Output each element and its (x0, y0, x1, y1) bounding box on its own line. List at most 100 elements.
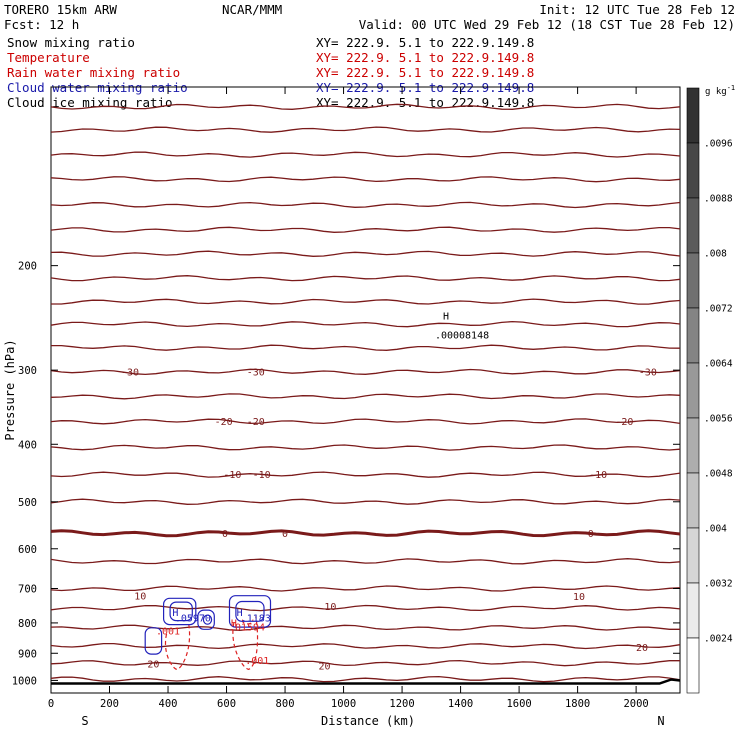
colorbar-bin-0 (686, 87, 700, 144)
annotation-2: H (172, 608, 178, 619)
colorbar-bin-1 (686, 142, 700, 199)
colorbar-bin-8 (686, 527, 700, 584)
temperature-contours (50, 103, 681, 683)
temperature-contour-5 (50, 226, 681, 233)
cloud-contour-4 (202, 614, 213, 625)
annotation-0: H (443, 311, 449, 322)
y-tick-label-3: 500 (18, 497, 37, 509)
temperature-contour-20 (50, 604, 681, 612)
colorbar-tick-label-6: .0048 (704, 469, 733, 480)
rain-contour-1 (232, 616, 259, 670)
temperature-contour-3 (50, 176, 681, 183)
x-axis-right-end: N (657, 714, 664, 728)
plot-frame (50, 86, 681, 694)
y-tick-label-6: 800 (18, 618, 37, 630)
colorbar-bin-5 (686, 362, 700, 419)
temperature-label-7: -10 (253, 470, 271, 481)
x-axis-label: Distance (km) (321, 714, 415, 728)
temperature-contour-22 (50, 642, 681, 650)
colorbar-tick-label-9: .0024 (704, 634, 733, 645)
temperature-contour-24 (50, 675, 681, 683)
cloud-contour-1 (163, 597, 197, 626)
terrain (51, 678, 681, 685)
colorbar-tick-label-7: .004 (704, 524, 727, 535)
annotation-8: .001 (156, 626, 180, 637)
temperature-contour-23 (50, 659, 680, 667)
temperature-contour-4 (50, 201, 681, 209)
header-valid: Valid: 00 UTC Wed 29 Feb 12 (18 CST Tue … (359, 17, 735, 32)
temperature-label-4: -20 (247, 417, 265, 428)
temperature-label-14: 10 (573, 592, 585, 603)
colorbar-bin-2 (686, 197, 700, 254)
temperature-contour-11 (50, 368, 681, 376)
temperature-label-9: 0 (222, 529, 228, 540)
x-tick-label-7: 1400 (448, 698, 473, 710)
temperature-contour-15 (50, 471, 681, 478)
x-tick-label-8: 1600 (506, 698, 531, 710)
rain-contour-0 (164, 622, 191, 670)
colorbar-tick-label-1: .0088 (704, 194, 733, 205)
temperature-contour-7 (50, 275, 681, 282)
header-model: TORERO 15km ARW (4, 2, 117, 17)
legend-name-4: Cloud ice mixing ratio (7, 95, 173, 110)
temperature-label-17: 20 (319, 661, 331, 672)
annotation-9: .001 (245, 656, 269, 667)
annotation-4: H (237, 608, 243, 619)
x-tick-label-10: 2000 (623, 698, 648, 710)
temperature-contour-2 (50, 151, 681, 158)
temperature-label-13: 10 (324, 602, 336, 613)
colorbar-bin-10 (686, 637, 700, 694)
temperature-contour-14 (50, 444, 681, 451)
temperature-label-0: -30 (121, 367, 139, 378)
colorbar-tick-label-5: .0056 (704, 414, 733, 425)
cloud-contour-2 (169, 601, 193, 622)
header-init: Init: 12 UTC Tue 28 Feb 12 (539, 2, 735, 17)
cloud-contour-5 (228, 595, 272, 628)
x-tick-label-1: 200 (100, 698, 119, 710)
colorbar-units: g kg-1 (705, 84, 735, 97)
temperature-label-3: -20 (215, 417, 233, 428)
temperature-contour-12 (50, 393, 681, 400)
temperature-contour-1 (50, 126, 681, 133)
cloud-contour-0 (144, 627, 163, 655)
temperature-contour-13 (50, 418, 681, 425)
temperature-contour-18 (50, 558, 681, 565)
annotation-5: .1183 (241, 614, 271, 625)
temperature-label-15: 20 (636, 643, 648, 654)
temperature-contour-10 (51, 344, 681, 351)
y-tick-label-2: 400 (18, 439, 37, 451)
x-tick-label-5: 1000 (331, 698, 356, 710)
x-tick-label-9: 1800 (565, 698, 590, 710)
colorbar-tick-label-4: .0064 (704, 359, 733, 370)
temperature-label-12: 10 (134, 591, 146, 602)
temperature-label-10: 0 (282, 529, 288, 540)
temperature-contour-0 (50, 103, 681, 110)
legend-xy-2: XY= 222.9. 5.1 to 222.9.149.8 (316, 65, 534, 80)
colorbar-tick-label-0: .0096 (704, 139, 733, 150)
temperature-label-11: 0 (588, 529, 594, 540)
legend: Snow mixing ratio XY= 222.9. 5.1 to 222.… (7, 35, 534, 110)
header: TORERO 15km ARW NCAR/MMM Init: 12 UTC Tu… (4, 2, 735, 32)
x-axis: 0 200 400 600 800 1000 1200 1400 1600 1800 2000 (48, 87, 649, 710)
temperature-label-6: -10 (223, 470, 241, 481)
colorbar-tick-label-3: .0072 (704, 304, 733, 315)
x-axis-left-end: S (81, 714, 88, 728)
x-tick-label-6: 1200 (389, 698, 414, 710)
temperature-label-8: -10 (589, 470, 607, 481)
annotation-3: .05970 (175, 614, 211, 625)
temperature-label-16: 20 (147, 659, 159, 670)
legend-name-2: Rain water mixing ratio (7, 65, 180, 80)
legend-name-0: Snow mixing ratio (7, 35, 135, 50)
temperature-contour-19 (50, 585, 681, 592)
y-tick-label-1: 300 (18, 365, 37, 377)
legend-xy-0: XY= 222.9. 5.1 to 222.9.149.8 (316, 35, 534, 50)
y-tick-label-5: 700 (18, 584, 37, 596)
annotation-1: .00008148 (435, 331, 489, 342)
colorbar: .0096 .0088 .008 .0072 .0064 .0056 .0048 .004 .0… (686, 87, 733, 694)
colorbar-units-exponent: -1 (727, 84, 735, 92)
cloud-contour-3 (197, 609, 215, 630)
annotation-6: H (231, 618, 237, 629)
x-tick-label-3: 600 (217, 698, 236, 710)
